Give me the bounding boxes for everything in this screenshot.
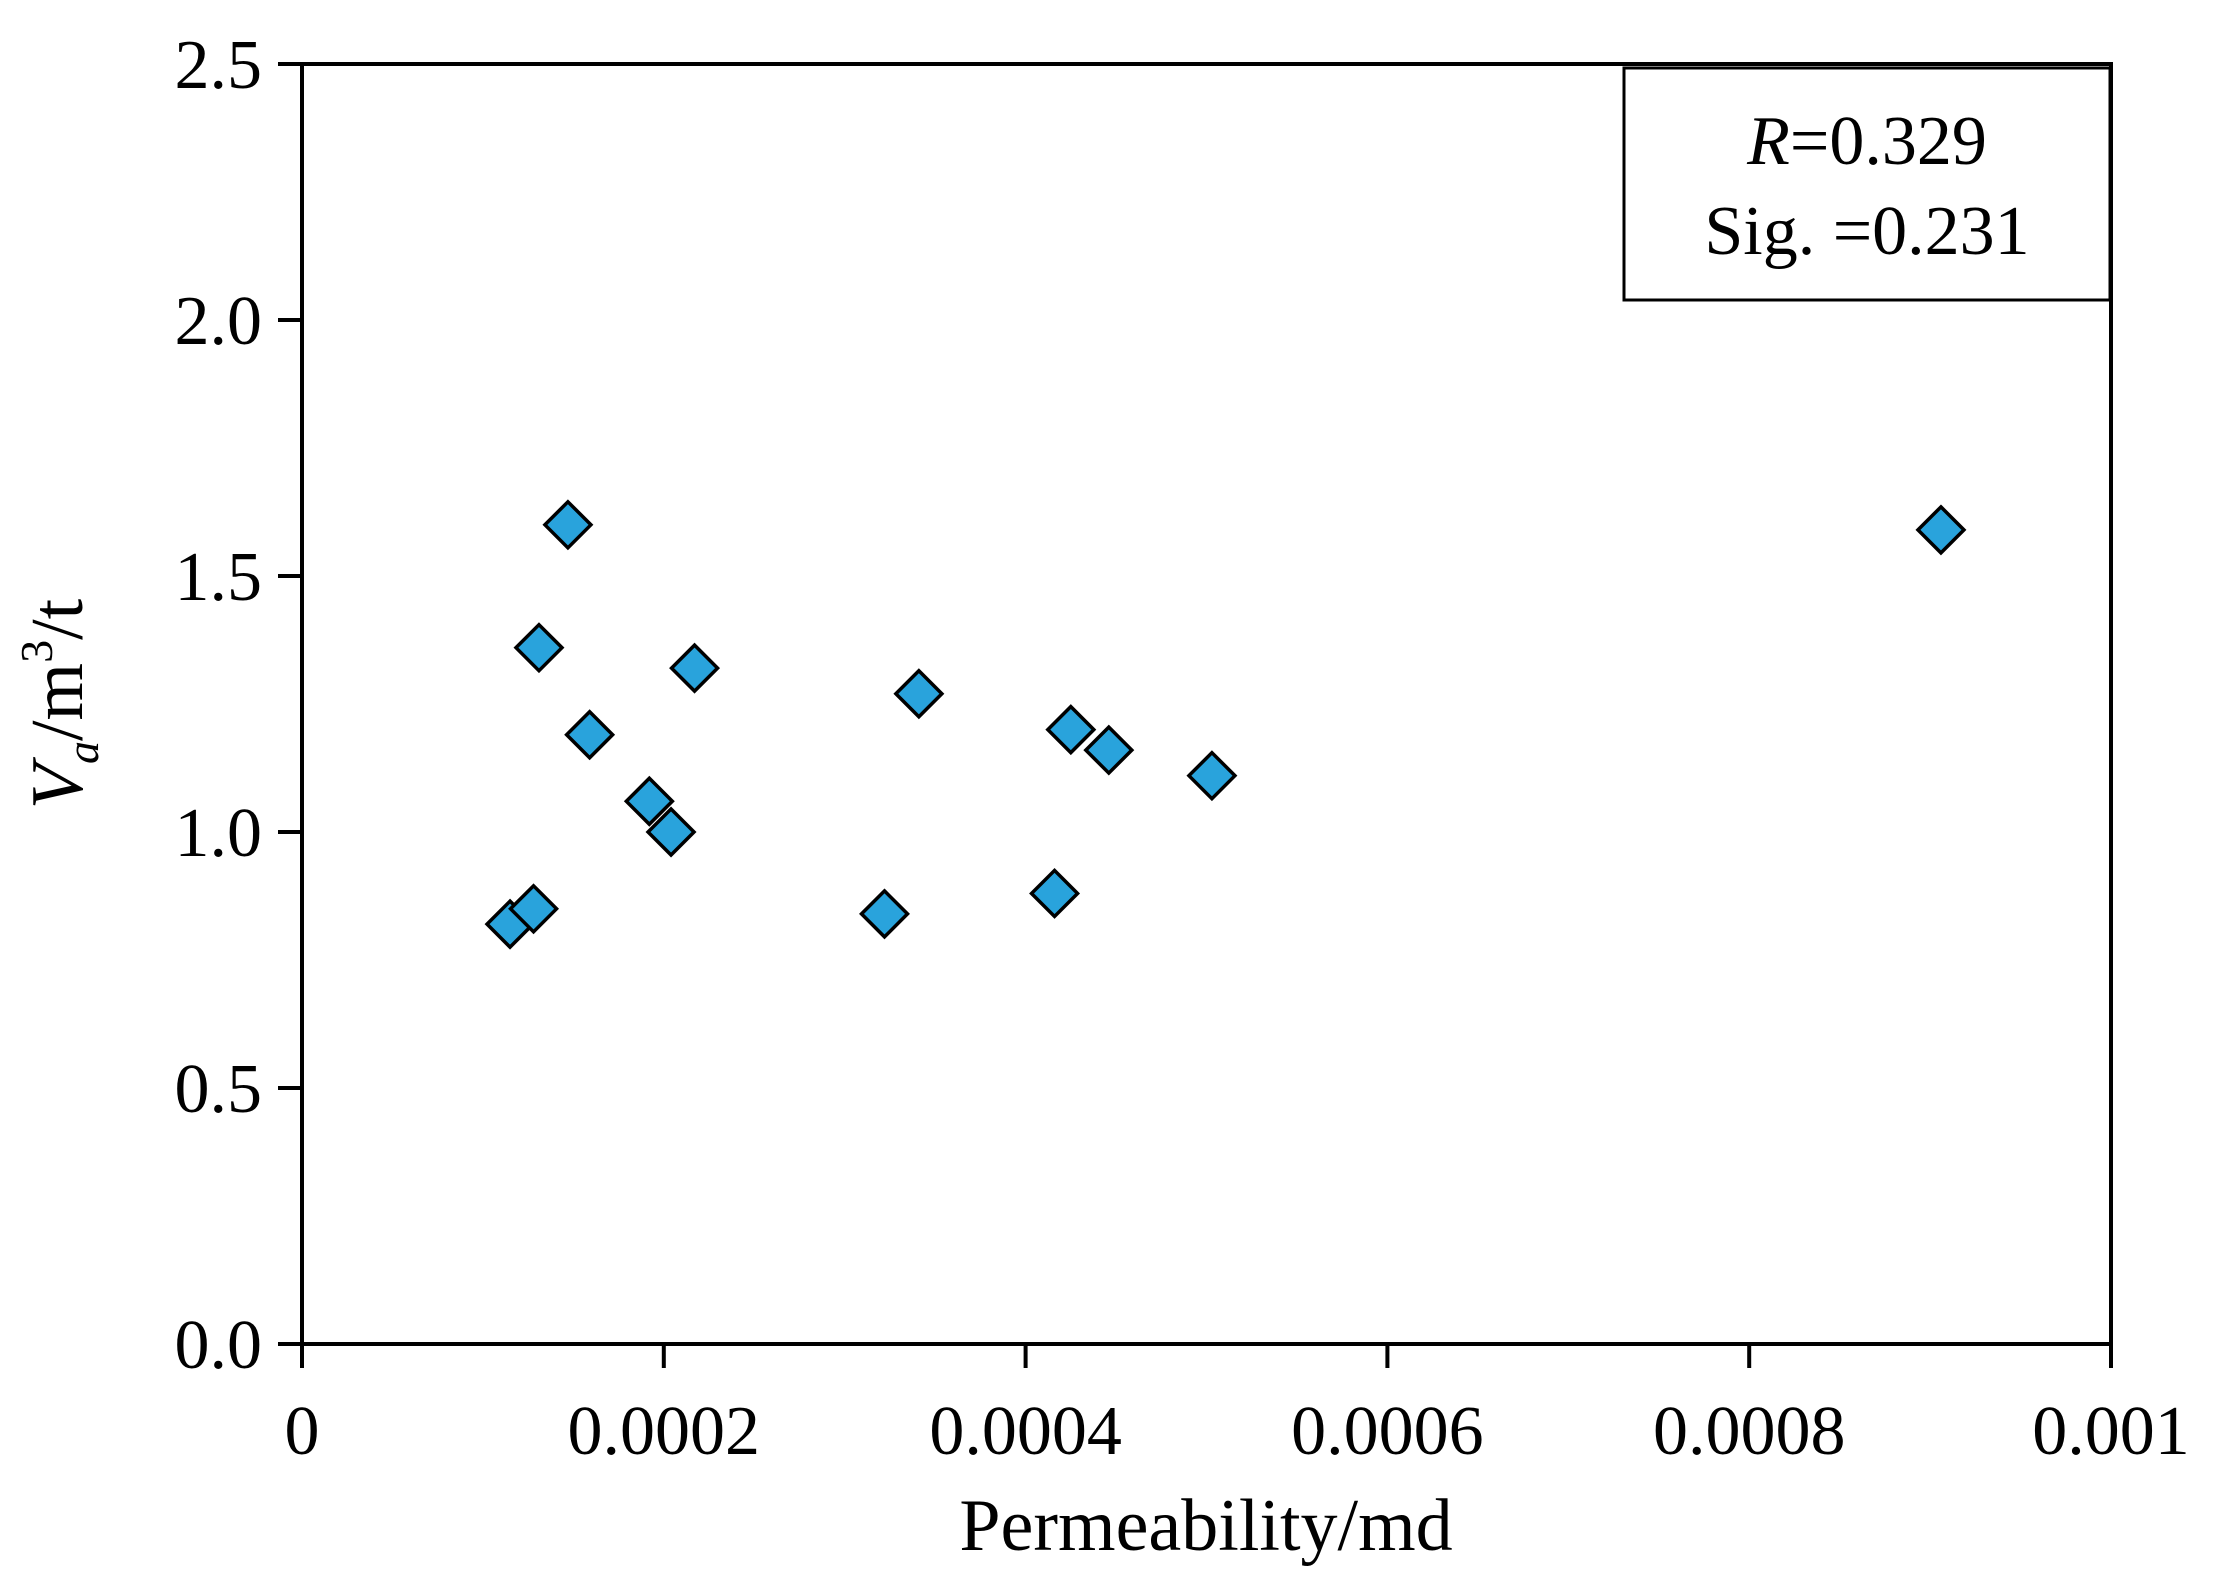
y-axis-label-unit-sup: 3 xyxy=(11,640,62,663)
data-point xyxy=(645,806,697,858)
y-tick-label: 2.5 xyxy=(175,27,263,104)
x-tick-label: 0.001 xyxy=(2032,1393,2190,1470)
stats-r-line: R=0.329 xyxy=(1746,103,1987,180)
data-point xyxy=(1083,724,1135,776)
y-axis-label: Va/m3/t xyxy=(11,598,108,809)
x-axis-label: Permeability/md xyxy=(959,1485,1452,1567)
data-point xyxy=(623,775,675,827)
y-tick-label: 2.0 xyxy=(175,283,263,360)
y-axis-label-sub: a xyxy=(57,741,108,764)
data-point xyxy=(508,883,560,935)
y-tick-label: 1.0 xyxy=(175,795,263,872)
x-tick-label: 0 xyxy=(285,1393,320,1470)
stats-annotation: R=0.329 Sig. =0.231 xyxy=(1622,66,2112,302)
x-tick-label: 0.0006 xyxy=(1291,1393,1484,1470)
y-tick-label: 0.0 xyxy=(175,1307,263,1384)
y-tick-label: 1.5 xyxy=(175,539,263,616)
data-points xyxy=(484,499,1967,950)
data-point xyxy=(1186,750,1238,802)
x-tick-label: 0.0008 xyxy=(1653,1393,1846,1470)
y-tick-label: 0.5 xyxy=(175,1051,263,1128)
stats-r-label: R xyxy=(1746,103,1790,180)
y-axis-label-unit-pre: /m xyxy=(17,663,99,741)
y-axis-ticks: 0.0 0.5 1.0 1.5 2.0 2.5 xyxy=(175,27,302,1384)
x-tick-label: 0.0004 xyxy=(929,1393,1122,1470)
data-point xyxy=(859,888,910,940)
data-point xyxy=(513,622,565,674)
y-axis-label-unit-post: /t xyxy=(17,598,99,640)
data-point xyxy=(1915,504,1967,556)
stats-sig-line: Sig. =0.231 xyxy=(1704,193,2029,270)
stats-annotation-box xyxy=(1622,66,2112,302)
data-point xyxy=(564,709,616,761)
data-point xyxy=(542,499,594,551)
y-axis-label-main: V xyxy=(17,756,99,809)
stats-r-value: =0.329 xyxy=(1790,103,1987,180)
data-point xyxy=(893,668,945,720)
data-point xyxy=(1045,704,1097,756)
x-axis-ticks: 0 0.0002 0.0004 0.0006 0.0008 0.001 xyxy=(285,1344,2190,1470)
data-point xyxy=(669,642,721,694)
plot-frame xyxy=(300,62,2113,1346)
x-tick-label: 0.0002 xyxy=(568,1393,761,1470)
data-point xyxy=(1029,867,1081,919)
